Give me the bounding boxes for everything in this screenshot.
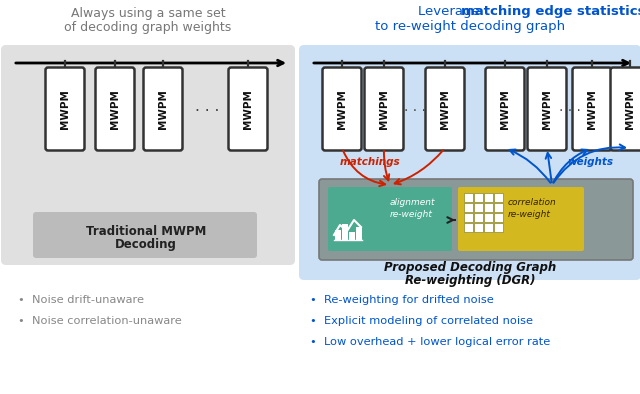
Text: MWPM: MWPM	[440, 89, 450, 129]
Bar	[484, 213, 493, 222]
Bar	[356, 227, 362, 240]
FancyBboxPatch shape	[611, 67, 640, 151]
Bar	[464, 223, 473, 232]
Text: MWPM: MWPM	[60, 89, 70, 129]
Text: MWPM: MWPM	[379, 89, 389, 129]
Text: re-weight: re-weight	[508, 210, 551, 219]
Text: Decoding: Decoding	[115, 238, 177, 251]
Bar	[464, 193, 473, 202]
Text: matching edge statistics: matching edge statistics	[461, 5, 640, 18]
Bar	[474, 203, 483, 212]
Bar	[484, 223, 493, 232]
Text: •  Noise drift-unaware: • Noise drift-unaware	[18, 295, 144, 305]
Bar	[342, 224, 348, 240]
FancyBboxPatch shape	[45, 67, 84, 151]
Text: to re-weight decoding graph: to re-weight decoding graph	[375, 20, 565, 33]
Bar	[335, 230, 340, 240]
FancyBboxPatch shape	[1, 45, 295, 265]
Bar	[494, 203, 503, 212]
Text: re-weight: re-weight	[390, 210, 433, 219]
Bar	[484, 193, 493, 202]
Text: Always using a same set: Always using a same set	[70, 7, 225, 20]
Text: Proposed Decoding Graph: Proposed Decoding Graph	[384, 261, 556, 274]
Text: alignment: alignment	[390, 198, 435, 207]
Bar	[484, 203, 493, 212]
Text: MWPM: MWPM	[542, 89, 552, 129]
Bar	[464, 213, 473, 222]
FancyBboxPatch shape	[527, 67, 566, 151]
FancyBboxPatch shape	[486, 67, 525, 151]
Bar	[474, 223, 483, 232]
Bar	[464, 203, 473, 212]
FancyBboxPatch shape	[458, 187, 584, 251]
FancyBboxPatch shape	[319, 179, 633, 260]
FancyBboxPatch shape	[143, 67, 182, 151]
FancyBboxPatch shape	[299, 45, 640, 280]
Text: MWPM: MWPM	[243, 89, 253, 129]
Text: •  Noise correlation-unaware: • Noise correlation-unaware	[18, 316, 182, 326]
Bar	[349, 232, 355, 240]
FancyBboxPatch shape	[323, 67, 362, 151]
Text: MWPM: MWPM	[587, 89, 597, 129]
Text: MWPM: MWPM	[625, 89, 635, 129]
Text: MWPM: MWPM	[500, 89, 510, 129]
Text: Leverage: Leverage	[418, 5, 484, 18]
Text: · · ·: · · ·	[559, 104, 581, 118]
Text: Re-weighting (DGR): Re-weighting (DGR)	[404, 274, 535, 287]
FancyBboxPatch shape	[573, 67, 611, 151]
Text: of decoding graph weights: of decoding graph weights	[65, 21, 232, 34]
Bar	[474, 213, 483, 222]
FancyBboxPatch shape	[95, 67, 134, 151]
Text: correlation: correlation	[508, 198, 557, 207]
Text: MWPM: MWPM	[158, 89, 168, 129]
Bar	[494, 193, 503, 202]
FancyBboxPatch shape	[33, 212, 257, 258]
Text: MWPM: MWPM	[337, 89, 347, 129]
Text: •  Re-weighting for drifted noise: • Re-weighting for drifted noise	[310, 295, 493, 305]
Text: · · ·: · · ·	[404, 104, 426, 118]
Bar	[494, 223, 503, 232]
Bar	[494, 213, 503, 222]
FancyBboxPatch shape	[365, 67, 403, 151]
FancyBboxPatch shape	[328, 187, 452, 251]
Text: •  Low overhead + lower logical error rate: • Low overhead + lower logical error rat…	[310, 337, 550, 347]
FancyBboxPatch shape	[426, 67, 465, 151]
Text: Traditional MWPM: Traditional MWPM	[86, 225, 206, 238]
Bar	[474, 193, 483, 202]
FancyBboxPatch shape	[228, 67, 268, 151]
Text: · · ·: · · ·	[195, 104, 219, 119]
Text: MWPM: MWPM	[110, 89, 120, 129]
Text: weights: weights	[567, 157, 613, 167]
Text: matchings: matchings	[340, 157, 400, 167]
Text: •  Explicit modeling of correlated noise: • Explicit modeling of correlated noise	[310, 316, 533, 326]
